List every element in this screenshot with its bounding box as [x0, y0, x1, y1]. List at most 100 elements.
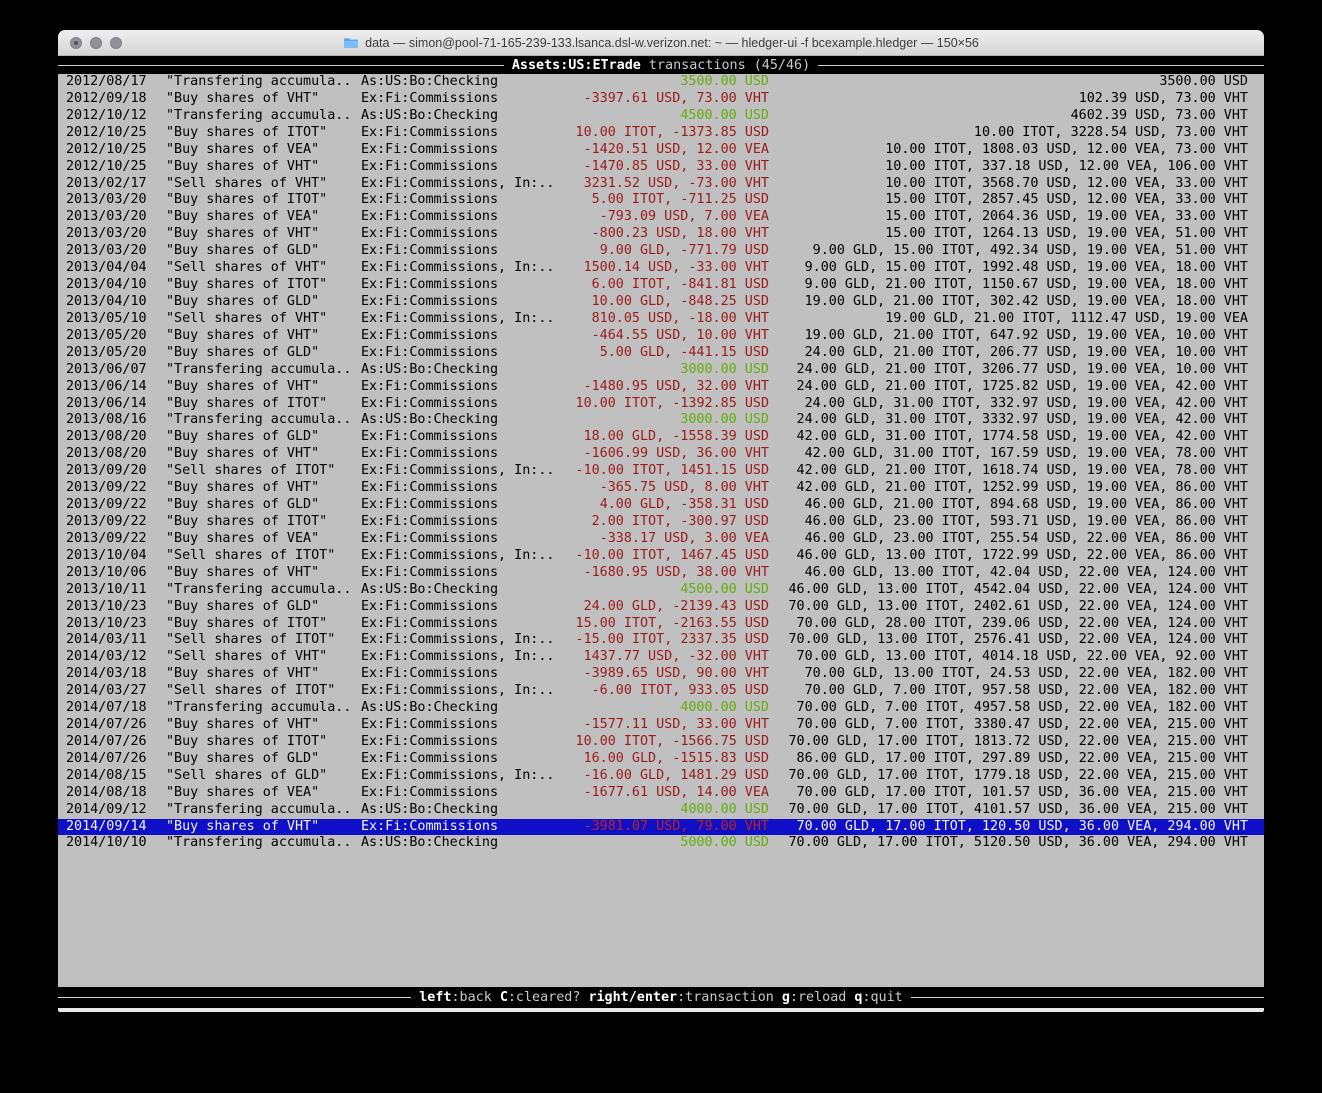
cell-amt: 10.00 GLD, -848.25 USD — [591, 293, 769, 309]
cell-date: 2013/09/20 — [66, 463, 147, 479]
transaction-row[interactable]: 2012/10/25 "Buy shares of ITOT" Ex:Fi:Comm… — [58, 125, 1264, 142]
transaction-row[interactable]: 2012/09/18 "Buy shares of VHT" Ex:Fi:Commi… — [58, 91, 1264, 108]
cell-desc: "Buy shares of VHT" — [166, 818, 320, 834]
transaction-row[interactable]: 2013/03/20 "Buy shares of ITOT" Ex:Fi:Comm… — [58, 192, 1264, 209]
close-button[interactable] — [70, 36, 82, 49]
transaction-row[interactable]: 2013/09/22 "Buy shares of VEA" Ex:Fi:Commi… — [58, 531, 1264, 548]
terminal-window: data — simon@pool-71-165-239-133.lsanca.… — [58, 30, 1264, 1012]
cell-date: 2013/09/22 — [66, 497, 147, 513]
transaction-row[interactable]: 2013/09/22 "Buy shares of VHT" Ex:Fi:Commi… — [58, 480, 1264, 497]
cell-acct: Ex:Fi:Commissions — [361, 327, 499, 343]
zoom-button[interactable] — [110, 36, 122, 49]
cell-desc: "Buy shares of GLD" — [166, 293, 320, 309]
cell-bal: 70.00 GLD, 13.00 ITOT, 4014.18 USD, 22.0… — [796, 649, 1248, 665]
cell-desc: "Buy shares of VEA" — [166, 530, 320, 546]
cell-amt: 5.00 ITOT, -711.25 USD — [591, 192, 769, 208]
transaction-row[interactable]: 2013/10/06 "Buy shares of VHT" Ex:Fi:Commi… — [58, 565, 1264, 582]
cell-acct: As:US:Bo:Checking — [361, 801, 499, 817]
cell-acct: As:US:Bo:Checking — [361, 107, 499, 123]
cell-acct: Ex:Fi:Commissions — [361, 90, 499, 106]
transaction-row[interactable]: 2014/03/27 "Sell shares of ITOT" Ex:Fi:Com… — [58, 683, 1264, 700]
cell-desc: "Buy shares of GLD" — [166, 750, 320, 766]
window-title: data — simon@pool-71-165-239-133.lsanca.… — [343, 36, 979, 50]
transaction-row[interactable]: 2013/08/16 "Transfering accumula.. As:US:B… — [58, 412, 1264, 429]
transaction-row[interactable]: 2012/10/25 "Buy shares of VHT" Ex:Fi:Commi… — [58, 159, 1264, 176]
transaction-row[interactable]: 2013/08/20 "Buy shares of VHT" Ex:Fi:Commi… — [58, 446, 1264, 463]
cell-desc: "Buy shares of VHT" — [166, 564, 320, 580]
cell-date: 2014/09/14 — [66, 818, 147, 834]
cell-acct: Ex:Fi:Commissions, In:.. — [361, 310, 555, 326]
help-rule-left — [58, 997, 412, 998]
transaction-row[interactable]: 2014/07/26 "Buy shares of GLD" Ex:Fi:Commi… — [58, 751, 1264, 768]
cell-date: 2013/05/20 — [66, 327, 147, 343]
cell-desc: "Buy shares of VHT" — [166, 327, 320, 343]
transaction-row[interactable]: 2013/02/17 "Sell shares of VHT" Ex:Fi:Comm… — [58, 176, 1264, 193]
cell-acct: As:US:Bo:Checking — [361, 74, 499, 89]
transaction-row[interactable]: 2013/04/04 "Sell shares of VHT" Ex:Fi:Comm… — [58, 260, 1264, 277]
cell-date: 2013/06/14 — [66, 395, 147, 411]
transaction-row[interactable]: 2013/04/10 "Buy shares of ITOT" Ex:Fi:Comm… — [58, 277, 1264, 294]
cell-acct: Ex:Fi:Commissions — [361, 513, 499, 529]
transaction-row[interactable]: 2013/06/14 "Buy shares of ITOT" Ex:Fi:Comm… — [58, 396, 1264, 413]
transaction-row[interactable]: 2013/03/20 "Buy shares of GLD" Ex:Fi:Commi… — [58, 243, 1264, 260]
cell-bal: 10.00 ITOT, 337.18 USD, 12.00 VEA, 106.0… — [885, 158, 1248, 174]
cell-desc: "Transfering accumula.. — [166, 581, 352, 597]
cell-acct: Ex:Fi:Commissions, In:.. — [361, 683, 555, 699]
cell-bal: 70.00 GLD, 13.00 ITOT, 24.53 USD, 22.00 … — [804, 666, 1248, 682]
transaction-row[interactable]: 2013/10/23 "Buy shares of GLD" Ex:Fi:Commi… — [58, 599, 1264, 616]
transaction-row[interactable]: 2014/07/26 "Buy shares of ITOT" Ex:Fi:Comm… — [58, 734, 1264, 751]
cell-amt: 4.00 GLD, -358.31 USD — [599, 497, 769, 513]
cell-desc: "Transfering accumula.. — [166, 74, 352, 89]
transaction-row[interactable]: 2013/05/20 "Buy shares of VHT" Ex:Fi:Commi… — [58, 328, 1264, 345]
transaction-row[interactable]: 2013/10/11 "Transfering accumula.. As:US:B… — [58, 582, 1264, 599]
transaction-row[interactable]: 2013/03/20 "Buy shares of VEA" Ex:Fi:Commi… — [58, 209, 1264, 226]
cell-bal: 46.00 GLD, 13.00 ITOT, 1722.99 USD, 22.0… — [796, 547, 1248, 563]
empty-terminal-area — [58, 852, 1264, 987]
transaction-row[interactable]: 2014/08/15 "Sell shares of GLD" Ex:Fi:Comm… — [58, 768, 1264, 785]
transaction-row[interactable]: 2013/10/23 "Buy shares of ITOT" Ex:Fi:Comm… — [58, 616, 1264, 633]
cell-bal: 42.00 GLD, 31.00 ITOT, 1774.58 USD, 19.0… — [796, 429, 1248, 445]
cell-bal: 4602.39 USD, 73.00 VHT — [1070, 107, 1248, 123]
transaction-row[interactable]: 2014/03/12 "Sell shares of VHT" Ex:Fi:Comm… — [58, 649, 1264, 666]
cell-amt: -1480.95 USD, 32.00 VHT — [583, 378, 769, 394]
transaction-row[interactable]: 2014/08/18 "Buy shares of VEA" Ex:Fi:Commi… — [58, 785, 1264, 802]
transaction-row[interactable]: 2013/05/20 "Buy shares of GLD" Ex:Fi:Commi… — [58, 345, 1264, 362]
transaction-row[interactable]: 2013/06/07 "Transfering accumula.. As:US:B… — [58, 362, 1264, 379]
transaction-row[interactable]: 2013/09/22 "Buy shares of GLD" Ex:Fi:Commi… — [58, 497, 1264, 514]
help-key-right-enter: right/enter:transaction — [588, 990, 774, 1005]
transaction-row[interactable]: 2013/06/14 "Buy shares of VHT" Ex:Fi:Commi… — [58, 379, 1264, 396]
transaction-row[interactable]: 2014/07/26 "Buy shares of VHT" Ex:Fi:Commi… — [58, 717, 1264, 734]
transaction-row[interactable]: 2013/09/20 "Sell shares of ITOT" Ex:Fi:Com… — [58, 463, 1264, 480]
transaction-row[interactable]: 2014/03/11 "Sell shares of ITOT" Ex:Fi:Com… — [58, 632, 1264, 649]
transaction-row[interactable]: 2014/03/18 "Buy shares of VHT" Ex:Fi:Commi… — [58, 666, 1264, 683]
cell-desc: "Sell shares of ITOT" — [166, 632, 336, 648]
titlebar[interactable]: data — simon@pool-71-165-239-133.lsanca.… — [58, 30, 1264, 56]
transaction-row[interactable]: 2014/10/10 "Transfering accumula.. As:US:B… — [58, 835, 1264, 852]
transaction-row[interactable]: 2013/10/04 "Sell shares of ITOT" Ex:Fi:Com… — [58, 548, 1264, 565]
transaction-row[interactable]: 2013/04/10 "Buy shares of GLD" Ex:Fi:Commi… — [58, 294, 1264, 311]
transaction-row[interactable]: 2014/09/12 "Transfering accumula.. As:US:B… — [58, 802, 1264, 819]
cell-date: 2013/09/22 — [66, 530, 147, 546]
transaction-row[interactable]: 2013/08/20 "Buy shares of GLD" Ex:Fi:Commi… — [58, 429, 1264, 446]
cell-acct: Ex:Fi:Commissions — [361, 243, 499, 259]
cell-amt: 4000.00 USD — [680, 801, 769, 817]
transaction-row[interactable]: 2013/03/20 "Buy shares of VHT" Ex:Fi:Commi… — [58, 226, 1264, 243]
minimize-button[interactable] — [90, 36, 102, 49]
transaction-row[interactable]: 2012/08/17 "Transfering accumula.. As:US:B… — [58, 74, 1264, 91]
cell-bal: 24.00 GLD, 21.00 ITOT, 206.77 USD, 19.00… — [804, 344, 1248, 360]
cell-acct: Ex:Fi:Commissions — [361, 615, 499, 631]
transaction-row[interactable]: 2014/07/18 "Transfering accumula.. As:US:B… — [58, 700, 1264, 717]
transaction-row[interactable]: 2013/09/22 "Buy shares of ITOT" Ex:Fi:Comm… — [58, 514, 1264, 531]
cell-amt: 810.05 USD, -18.00 VHT — [591, 310, 769, 326]
transaction-row-selected[interactable]: 2014/09/14 "Buy shares of VHT" Ex:Fi:Commi… — [58, 818, 1264, 836]
cell-bal: 42.00 GLD, 31.00 ITOT, 167.59 USD, 19.00… — [804, 446, 1248, 462]
cell-desc: "Buy shares of GLD" — [166, 497, 320, 513]
transaction-row[interactable]: 2012/10/25 "Buy shares of VEA" Ex:Fi:Commi… — [58, 142, 1264, 159]
cell-bal: 24.00 GLD, 21.00 ITOT, 3206.77 USD, 19.0… — [796, 361, 1248, 377]
cell-date: 2013/03/20 — [66, 243, 147, 259]
cell-date: 2013/09/22 — [66, 513, 147, 529]
transaction-row[interactable]: 2012/10/12 "Transfering accumula.. As:US:B… — [58, 108, 1264, 125]
transaction-row[interactable]: 2013/05/10 "Sell shares of VHT" Ex:Fi:Comm… — [58, 311, 1264, 328]
cell-date: 2014/03/11 — [66, 632, 147, 648]
cell-bal: 15.00 ITOT, 2064.36 USD, 19.00 VEA, 33.0… — [885, 209, 1248, 225]
